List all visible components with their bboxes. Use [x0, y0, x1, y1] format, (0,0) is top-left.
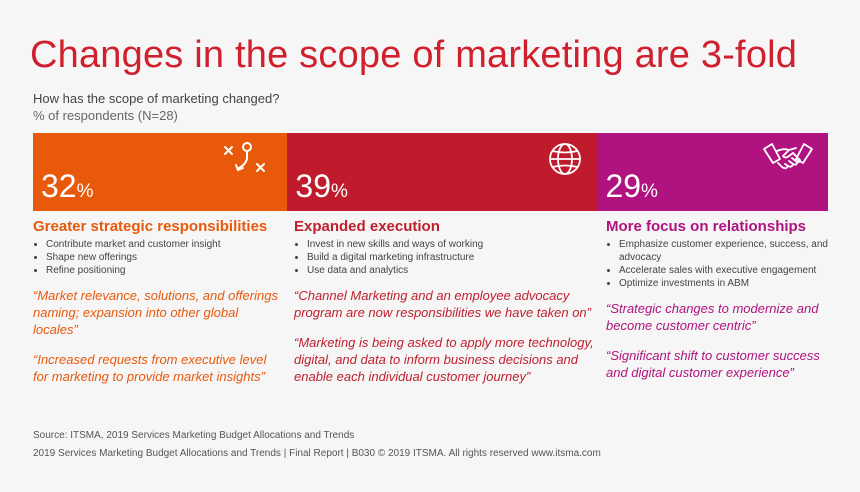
bullet-item: Use data and analytics	[307, 264, 594, 277]
bullet-list-execution: Invest in new skills and ways of working…	[294, 238, 594, 277]
page-title: Changes in the scope of marketing are 3-…	[30, 34, 798, 76]
bullet-item: Optimize investments in ABM	[619, 277, 836, 290]
bar-value-strategic: 32%	[41, 168, 94, 204]
globe-icon	[547, 141, 583, 182]
heading-execution: Expanded execution	[294, 218, 440, 235]
bullet-item: Emphasize customer experience, success, …	[619, 238, 836, 264]
heading-relationships: More focus on relationships	[606, 218, 807, 235]
source-note: Source: ITSMA, 2019 Services Marketing B…	[33, 430, 355, 441]
strategy-play-icon	[223, 141, 271, 186]
quote-relationships-2: “Significant shift to customer success a…	[606, 348, 820, 380]
bar-value-relationships: 29%	[605, 168, 658, 204]
bullet-item: Invest in new skills and ways of working	[307, 238, 594, 251]
quote-execution-1: “Channel Marketing and an employee advoc…	[294, 288, 591, 320]
bullet-list-strategic: Contribute market and customer insight S…	[33, 238, 283, 277]
bullet-item: Shape new offerings	[46, 251, 283, 264]
survey-question: How has the scope of marketing changed?	[33, 91, 280, 106]
bar-relationships: 29%	[597, 133, 828, 211]
column-strategic: Greater strategic responsibilities Contr…	[33, 218, 283, 385]
bullet-item: Accelerate sales with executive engageme…	[619, 264, 836, 277]
heading-strategic: Greater strategic responsibilities	[33, 218, 268, 235]
bar-value-execution: 39%	[295, 168, 348, 204]
quote-relationships-1: “Strategic changes to modernize and beco…	[606, 301, 819, 333]
footer-note: 2019 Services Marketing Budget Allocatio…	[33, 448, 601, 459]
column-relationships: More focus on relationships Emphasize cu…	[606, 218, 836, 381]
bar-strategic: 32%	[33, 133, 288, 211]
bar-execution: 39%	[287, 133, 598, 211]
bullet-item: Refine positioning	[46, 264, 283, 277]
quote-execution-2: “Marketing is being asked to apply more …	[294, 335, 594, 384]
quote-strategic-1: “Market relevance, solutions, and offeri…	[33, 288, 278, 337]
bullet-item: Contribute market and customer insight	[46, 238, 283, 251]
column-execution: Expanded execution Invest in new skills …	[294, 218, 594, 385]
quote-strategic-2: “Increased requests from executive level…	[33, 352, 267, 384]
bullet-item: Build a digital marketing infrastructure	[307, 251, 594, 264]
bullet-list-relationships: Emphasize customer experience, success, …	[606, 238, 836, 290]
handshake-icon	[762, 141, 814, 180]
respondents-note: % of respondents (N=28)	[33, 108, 178, 123]
